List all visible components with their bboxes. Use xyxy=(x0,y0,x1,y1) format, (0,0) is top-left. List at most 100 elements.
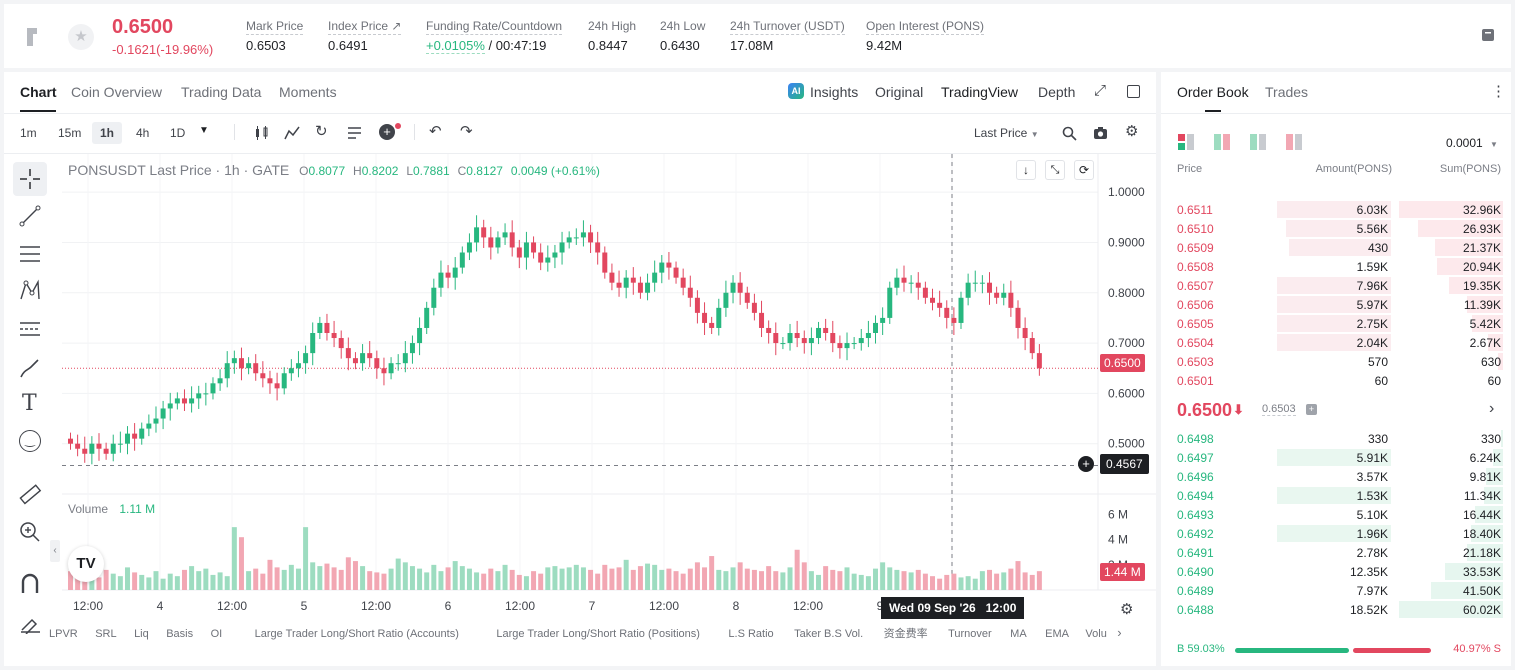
settings-gear-icon[interactable]: ⚙ xyxy=(1125,123,1139,140)
bid-row[interactable]: 0.6498 330 330 xyxy=(1161,429,1511,448)
ask-row[interactable]: 0.6511 6.03K 32.96K xyxy=(1161,200,1511,219)
indicator-basis[interactable]: Basis xyxy=(166,628,194,640)
fib-retracement-icon[interactable] xyxy=(18,242,42,266)
ask-row[interactable]: 0.6501 60 60 xyxy=(1161,371,1511,390)
text-tool-icon[interactable]: T xyxy=(22,391,37,416)
search-icon[interactable] xyxy=(1062,126,1077,141)
precision-select[interactable]: 0.0001 ▼ xyxy=(1446,136,1498,150)
indicator-scroll-right-icon[interactable]: › xyxy=(1117,625,1122,640)
ask-row[interactable]: 0.6508 1.59K 20.94K xyxy=(1161,257,1511,276)
collapse-toolbar-icon[interactable]: ‹ xyxy=(50,540,60,562)
prediction-tool-icon[interactable] xyxy=(18,317,42,341)
tab-trading-data[interactable]: Trading Data xyxy=(181,84,262,100)
lock-drawings-icon[interactable] xyxy=(18,610,42,634)
crosshair-tool-bg[interactable] xyxy=(13,162,47,196)
stat-label-funding-rate[interactable]: Funding Rate/Countdown xyxy=(426,19,563,35)
add-indicator-icon[interactable]: + xyxy=(379,124,395,140)
add-alert-icon[interactable]: + xyxy=(1078,456,1094,472)
tab-chart[interactable]: Chart xyxy=(20,84,57,100)
stat-label-24h-turnover[interactable]: 24h Turnover (USDT) xyxy=(730,19,845,35)
compare-icon[interactable]: ↻ xyxy=(315,123,328,140)
bid-row[interactable]: 0.6497 5.91K 6.24K xyxy=(1161,448,1511,467)
tab-insights[interactable]: Insights xyxy=(810,84,859,100)
undo-icon[interactable]: ↶ xyxy=(429,123,442,140)
indicator-lpvr[interactable]: LPVR xyxy=(49,628,78,640)
templates-icon[interactable] xyxy=(347,126,363,140)
book-icon[interactable] xyxy=(1481,28,1495,42)
tab-original[interactable]: Original xyxy=(875,84,924,100)
trend-line-icon[interactable] xyxy=(18,204,42,228)
indicators-icon[interactable] xyxy=(284,126,300,140)
tradingview-logo-icon[interactable]: TV xyxy=(68,546,104,582)
price-chart[interactable]: 1.0000 0.9000 0.8000 0.7000 0.6000 0.5000 6 M 4… xyxy=(4,154,1156,666)
timeframe-4h[interactable]: 4h xyxy=(136,126,150,140)
indicator-ema[interactable]: EMA xyxy=(1045,628,1069,640)
ask-row[interactable]: 0.6503 570 630 xyxy=(1161,352,1511,371)
emoji-tool-icon[interactable]: ‿ xyxy=(19,430,41,452)
bid-row[interactable]: 0.6488 18.52K 60.02K xyxy=(1161,600,1511,619)
ask-row[interactable]: 0.6504 2.04K 2.67K xyxy=(1161,333,1511,352)
timeframe-1h[interactable]: 1h xyxy=(92,122,123,144)
zoom-in-icon[interactable] xyxy=(18,520,42,544)
indicator-ls-positions[interactable]: Large Trader Long/Short Ratio (Positions… xyxy=(496,628,700,640)
ask-row[interactable]: 0.6509 430 21.37K xyxy=(1161,238,1511,257)
tab-order-book[interactable]: Order Book xyxy=(1177,84,1249,100)
layout-asks-icon[interactable] xyxy=(1286,134,1302,150)
indicator-ma[interactable]: MA xyxy=(1010,628,1027,640)
layout-bids-icon[interactable] xyxy=(1250,134,1266,150)
bid-row[interactable]: 0.6493 5.10K 16.44K xyxy=(1161,505,1511,524)
indicator-taker-vol[interactable]: Taker B.S Vol. xyxy=(794,628,864,640)
layout-both-icon[interactable] xyxy=(1178,134,1194,150)
indicator-oi[interactable]: OI xyxy=(210,628,223,640)
ask-row[interactable]: 0.6510 5.56K 26.93K xyxy=(1161,219,1511,238)
camera-icon[interactable] xyxy=(1093,126,1108,140)
timeframe-dropdown-icon[interactable]: ▼ xyxy=(199,125,209,136)
collapse-icon[interactable]: ⤡ xyxy=(1045,160,1065,180)
indicator-liq[interactable]: Liq xyxy=(134,628,149,640)
ask-row[interactable]: 0.6507 7.96K 19.35K xyxy=(1161,276,1511,295)
scroll-down-icon[interactable]: ↓ xyxy=(1016,160,1036,180)
bid-row[interactable]: 0.6496 3.57K 9.81K xyxy=(1161,467,1511,486)
mark-price-info-icon[interactable]: + xyxy=(1306,404,1317,415)
ask-row[interactable]: 0.6506 5.97K 11.39K xyxy=(1161,295,1511,314)
redo-icon[interactable]: ↷ xyxy=(460,123,473,140)
indicator-ls-ratio[interactable]: L.S Ratio xyxy=(728,628,774,640)
indicator-funding-rate[interactable]: 资金费率 xyxy=(883,628,928,640)
timeframe-15m[interactable]: 15m xyxy=(58,126,82,140)
price-type-select[interactable]: Last Price ▼ xyxy=(974,126,1039,140)
tab-tradingview[interactable]: TradingView xyxy=(941,84,1019,100)
timeframe-1d[interactable]: 1D xyxy=(170,126,186,140)
tab-moments[interactable]: Moments xyxy=(279,84,337,100)
stat-label-mark-price[interactable]: Mark Price xyxy=(246,19,304,35)
stat-label-open-interest[interactable]: Open Interest (PONS) xyxy=(866,19,985,35)
more-options-icon[interactable]: ⋮ xyxy=(1491,83,1506,100)
fullscreen-icon[interactable] xyxy=(1127,85,1140,98)
bid-row[interactable]: 0.6490 12.35K 33.53K xyxy=(1161,562,1511,581)
indicator-turnover[interactable]: Turnover xyxy=(948,628,992,640)
candle-type-icon[interactable] xyxy=(254,126,270,140)
auto-scale-icon[interactable]: ⚙ xyxy=(1120,601,1134,618)
pattern-tool-icon[interactable] xyxy=(18,279,42,303)
favorite-star-icon[interactable]: ★ xyxy=(68,24,94,50)
tab-trades[interactable]: Trades xyxy=(1265,84,1309,100)
brush-icon[interactable] xyxy=(18,356,42,380)
bid-row[interactable]: 0.6494 1.53K 11.34K xyxy=(1161,486,1511,505)
expand-book-chevron-icon[interactable]: › xyxy=(1489,400,1495,417)
indicator-volume[interactable]: Volu xyxy=(1085,628,1107,640)
layout-split-icon[interactable] xyxy=(1214,134,1230,150)
bid-row[interactable]: 0.6492 1.96K 18.40K xyxy=(1161,524,1511,543)
ask-row[interactable]: 0.6505 2.75K 5.42K xyxy=(1161,314,1511,333)
timeframe-1m[interactable]: 1m xyxy=(20,126,37,140)
indicator-srl[interactable]: SRL xyxy=(95,628,117,640)
tab-coin-overview[interactable]: Coin Overview xyxy=(71,84,163,100)
bid-row[interactable]: 0.6489 7.97K 41.50K xyxy=(1161,581,1511,600)
stat-label-index-price[interactable]: Index Price ↗ xyxy=(328,19,402,35)
reset-chart-icon[interactable]: ⟳ xyxy=(1074,160,1094,180)
tab-depth[interactable]: Depth xyxy=(1038,84,1076,100)
magnet-icon[interactable] xyxy=(18,572,42,596)
bid-row[interactable]: 0.6491 2.78K 21.18K xyxy=(1161,543,1511,562)
expand-icon[interactable]: ⤢ xyxy=(1094,82,1107,99)
ruler-icon[interactable] xyxy=(18,482,42,506)
indicator-ls-accounts[interactable]: Large Trader Long/Short Ratio (Accounts) xyxy=(254,628,459,640)
crosshair-icon[interactable] xyxy=(18,167,42,191)
